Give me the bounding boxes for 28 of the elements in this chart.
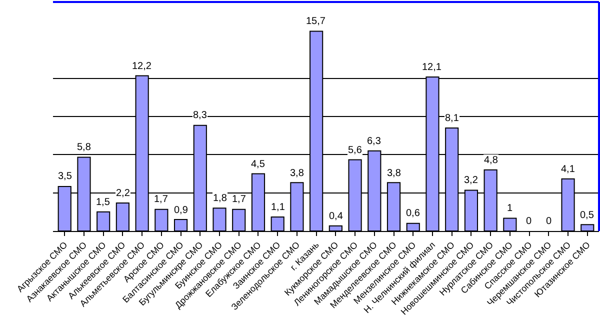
data-label: 1 — [507, 203, 513, 214]
data-label: 8,1 — [445, 113, 460, 124]
data-label: 4,1 — [561, 164, 576, 175]
data-label: 0 — [546, 216, 552, 227]
data-label: 5,6 — [348, 145, 362, 156]
data-label: 6,3 — [367, 136, 382, 147]
data-label: 0,9 — [174, 205, 188, 216]
data-label: 3,8 — [387, 168, 402, 179]
data-label: 0,6 — [406, 208, 420, 219]
data-label: 5,8 — [77, 142, 92, 153]
data-label: 4,8 — [484, 155, 498, 166]
data-label: 15,7 — [306, 16, 326, 27]
data-label: 1,8 — [213, 193, 228, 204]
data-label: 4,5 — [251, 159, 266, 170]
data-label: 0,4 — [329, 211, 344, 222]
data-label: 0 — [526, 216, 532, 227]
data-label: 1,7 — [154, 194, 168, 205]
data-label: 0,5 — [580, 210, 594, 221]
data-label: 1,5 — [96, 197, 110, 208]
data-label: 1,7 — [232, 194, 246, 205]
data-label: 12,1 — [422, 62, 442, 73]
data-label: 12,2 — [132, 61, 152, 72]
data-label: 2,2 — [116, 188, 130, 199]
data-label: 3,5 — [58, 171, 72, 182]
data-label: 8,3 — [193, 110, 208, 121]
data-label: 1,1 — [271, 202, 286, 213]
data-label: 3,2 — [464, 175, 478, 186]
data-label: 3,8 — [290, 168, 304, 179]
